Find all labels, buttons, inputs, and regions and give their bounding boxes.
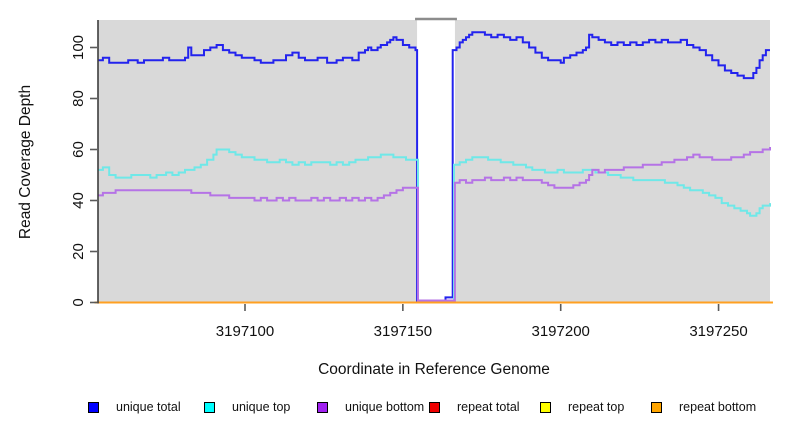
- x-axis-tick-label: 3197200: [531, 323, 589, 340]
- y-axis-tick-label: 40: [70, 192, 87, 209]
- legend-label: unique top: [232, 400, 291, 414]
- y-axis-tick-label: 80: [70, 90, 87, 107]
- x-axis-tick-label: 3197100: [216, 323, 274, 340]
- legend-item-repeat-total: repeat total: [429, 399, 520, 415]
- legend-swatch: [651, 401, 662, 413]
- legend-label: repeat top: [568, 400, 625, 414]
- y-axis-tick-label: 60: [70, 141, 87, 158]
- legend-item-unique-top: unique top: [204, 399, 290, 415]
- legend-swatch: [204, 401, 215, 413]
- legend-item-repeat-top: repeat top: [540, 399, 624, 415]
- legend-swatch: [540, 401, 551, 413]
- legend-item-unique-bottom: unique bottom: [317, 399, 424, 415]
- series-line-unique-total: [97, 31, 770, 302]
- legend-swatch: [429, 401, 440, 413]
- x-axis-title: Coordinate in Reference Genome: [318, 361, 550, 378]
- y-axis-tick-label: 100: [70, 35, 87, 60]
- legend-label: unique bottom: [345, 400, 425, 414]
- legend-item-unique-total: unique total: [88, 399, 181, 415]
- x-axis: 3197100 3197150 3197200 3197250: [216, 304, 748, 340]
- assembly-gap-layer: [415, 17, 457, 303]
- y-axis: 0 20 40 60 80 100: [70, 35, 97, 307]
- legend-label: repeat total: [457, 400, 520, 414]
- y-axis-tick-label: 20: [70, 243, 87, 260]
- series-layer: [94, 31, 773, 304]
- x-axis-tick-label: 3197150: [374, 323, 432, 340]
- legend-item-repeat-bottom: repeat bottom: [651, 399, 756, 415]
- legend-swatch: [88, 401, 99, 413]
- legend-swatch: [317, 401, 328, 413]
- legend-label: repeat bottom: [679, 400, 757, 414]
- legend-label: unique total: [116, 400, 181, 414]
- y-axis-title: Read Coverage Depth: [17, 85, 34, 239]
- series-line-unique-bottom: [97, 147, 771, 302]
- chart-legend: unique total unique top unique bottom repea…: [0, 399, 792, 417]
- y-axis-tick-label: 0: [70, 298, 87, 306]
- assembly-gap-overlay: [417, 20, 455, 303]
- x-axis-tick-label: 3197250: [689, 323, 747, 340]
